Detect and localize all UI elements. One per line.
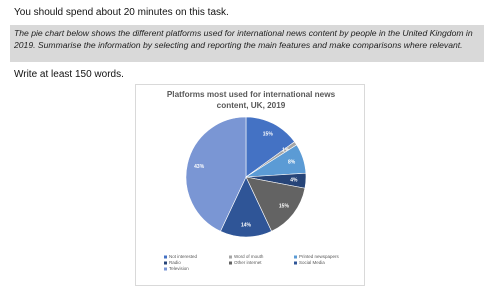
data-label: 15% [263, 132, 274, 138]
pie-slice [220, 176, 272, 238]
data-label: 14% [241, 222, 252, 228]
data-label: 4% [290, 177, 298, 183]
data-label: 43% [194, 164, 205, 170]
legend-swatch [164, 261, 167, 265]
legend-swatch [164, 255, 167, 259]
time-note: You should spend about 20 minutes on thi… [14, 7, 229, 18]
legend-label: Television [169, 266, 189, 271]
chart-title: Platforms most used for international ne… [166, 90, 336, 110]
legend-swatch [164, 267, 167, 271]
data-label: 8% [288, 159, 296, 165]
legend-swatch [229, 255, 232, 259]
pie-slice [185, 116, 247, 232]
legend-label: Not interested [169, 254, 198, 259]
pie-slice [245, 176, 306, 232]
instructions: The pie chart below shows the different … [10, 25, 484, 62]
word-note: Write at least 150 words. [14, 69, 124, 80]
chart-svg: 15% 1% 8% 4% 15% 14% 43% Not interested Word of … [164, 116, 340, 271]
legend-label: Social Media [299, 260, 325, 265]
legend-label: Other internet [234, 260, 262, 265]
chart: 15% 1% 8% 4% 15% 14% 43% Not interested Word of … [135, 84, 365, 286]
data-label: 1% [282, 147, 290, 153]
pie-slice [245, 116, 295, 178]
legend-label: Printed newspapers [299, 254, 340, 259]
legend-label: Word of mouth [234, 254, 264, 259]
legend-swatch [294, 261, 297, 265]
legend-label: Radio [169, 260, 181, 265]
legend-swatch [229, 261, 232, 265]
legend-swatch [294, 255, 297, 259]
data-label: 15% [279, 204, 290, 210]
